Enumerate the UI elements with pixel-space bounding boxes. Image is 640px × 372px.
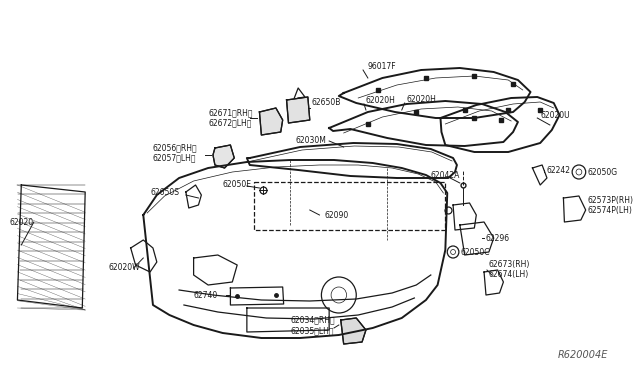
Text: 62573P(RH): 62573P(RH) xyxy=(588,196,634,205)
Text: 62050E: 62050E xyxy=(223,180,252,189)
Text: 62050G: 62050G xyxy=(588,167,618,176)
Text: 62574P(LH): 62574P(LH) xyxy=(588,205,632,215)
Text: 62042A: 62042A xyxy=(431,170,460,180)
Text: 62020U: 62020U xyxy=(540,110,570,119)
Text: 62056〈RH〉: 62056〈RH〉 xyxy=(153,144,198,153)
Text: 62672〈LH〉: 62672〈LH〉 xyxy=(208,119,252,128)
Text: 62020H: 62020H xyxy=(406,94,436,103)
Text: 62650B: 62650B xyxy=(312,97,341,106)
Polygon shape xyxy=(340,318,366,344)
Text: 62242: 62242 xyxy=(547,166,571,174)
Text: 62650S: 62650S xyxy=(150,187,179,196)
Text: R620004E: R620004E xyxy=(557,350,608,360)
Polygon shape xyxy=(213,145,234,168)
Text: 62020W: 62020W xyxy=(108,263,140,273)
Text: 62090: 62090 xyxy=(324,211,349,219)
Text: 62057〈LH〉: 62057〈LH〉 xyxy=(153,154,196,163)
Polygon shape xyxy=(259,108,283,135)
Text: 62673(RH): 62673(RH) xyxy=(489,260,531,269)
Text: 62035〈LH〉: 62035〈LH〉 xyxy=(291,327,334,336)
Text: 62674(LH): 62674(LH) xyxy=(489,270,529,279)
Text: 62030M: 62030M xyxy=(295,135,326,144)
Text: 96017F: 96017F xyxy=(368,61,397,71)
Text: 62050C: 62050C xyxy=(461,247,490,257)
Text: 62671〈RH〉: 62671〈RH〉 xyxy=(208,109,253,118)
Text: 62296: 62296 xyxy=(486,234,510,243)
Text: 62740: 62740 xyxy=(194,291,218,299)
Text: 62020: 62020 xyxy=(10,218,34,227)
Text: 62020H: 62020H xyxy=(366,96,396,105)
Polygon shape xyxy=(287,97,310,123)
Text: 62034〈RH〉: 62034〈RH〉 xyxy=(291,315,335,324)
